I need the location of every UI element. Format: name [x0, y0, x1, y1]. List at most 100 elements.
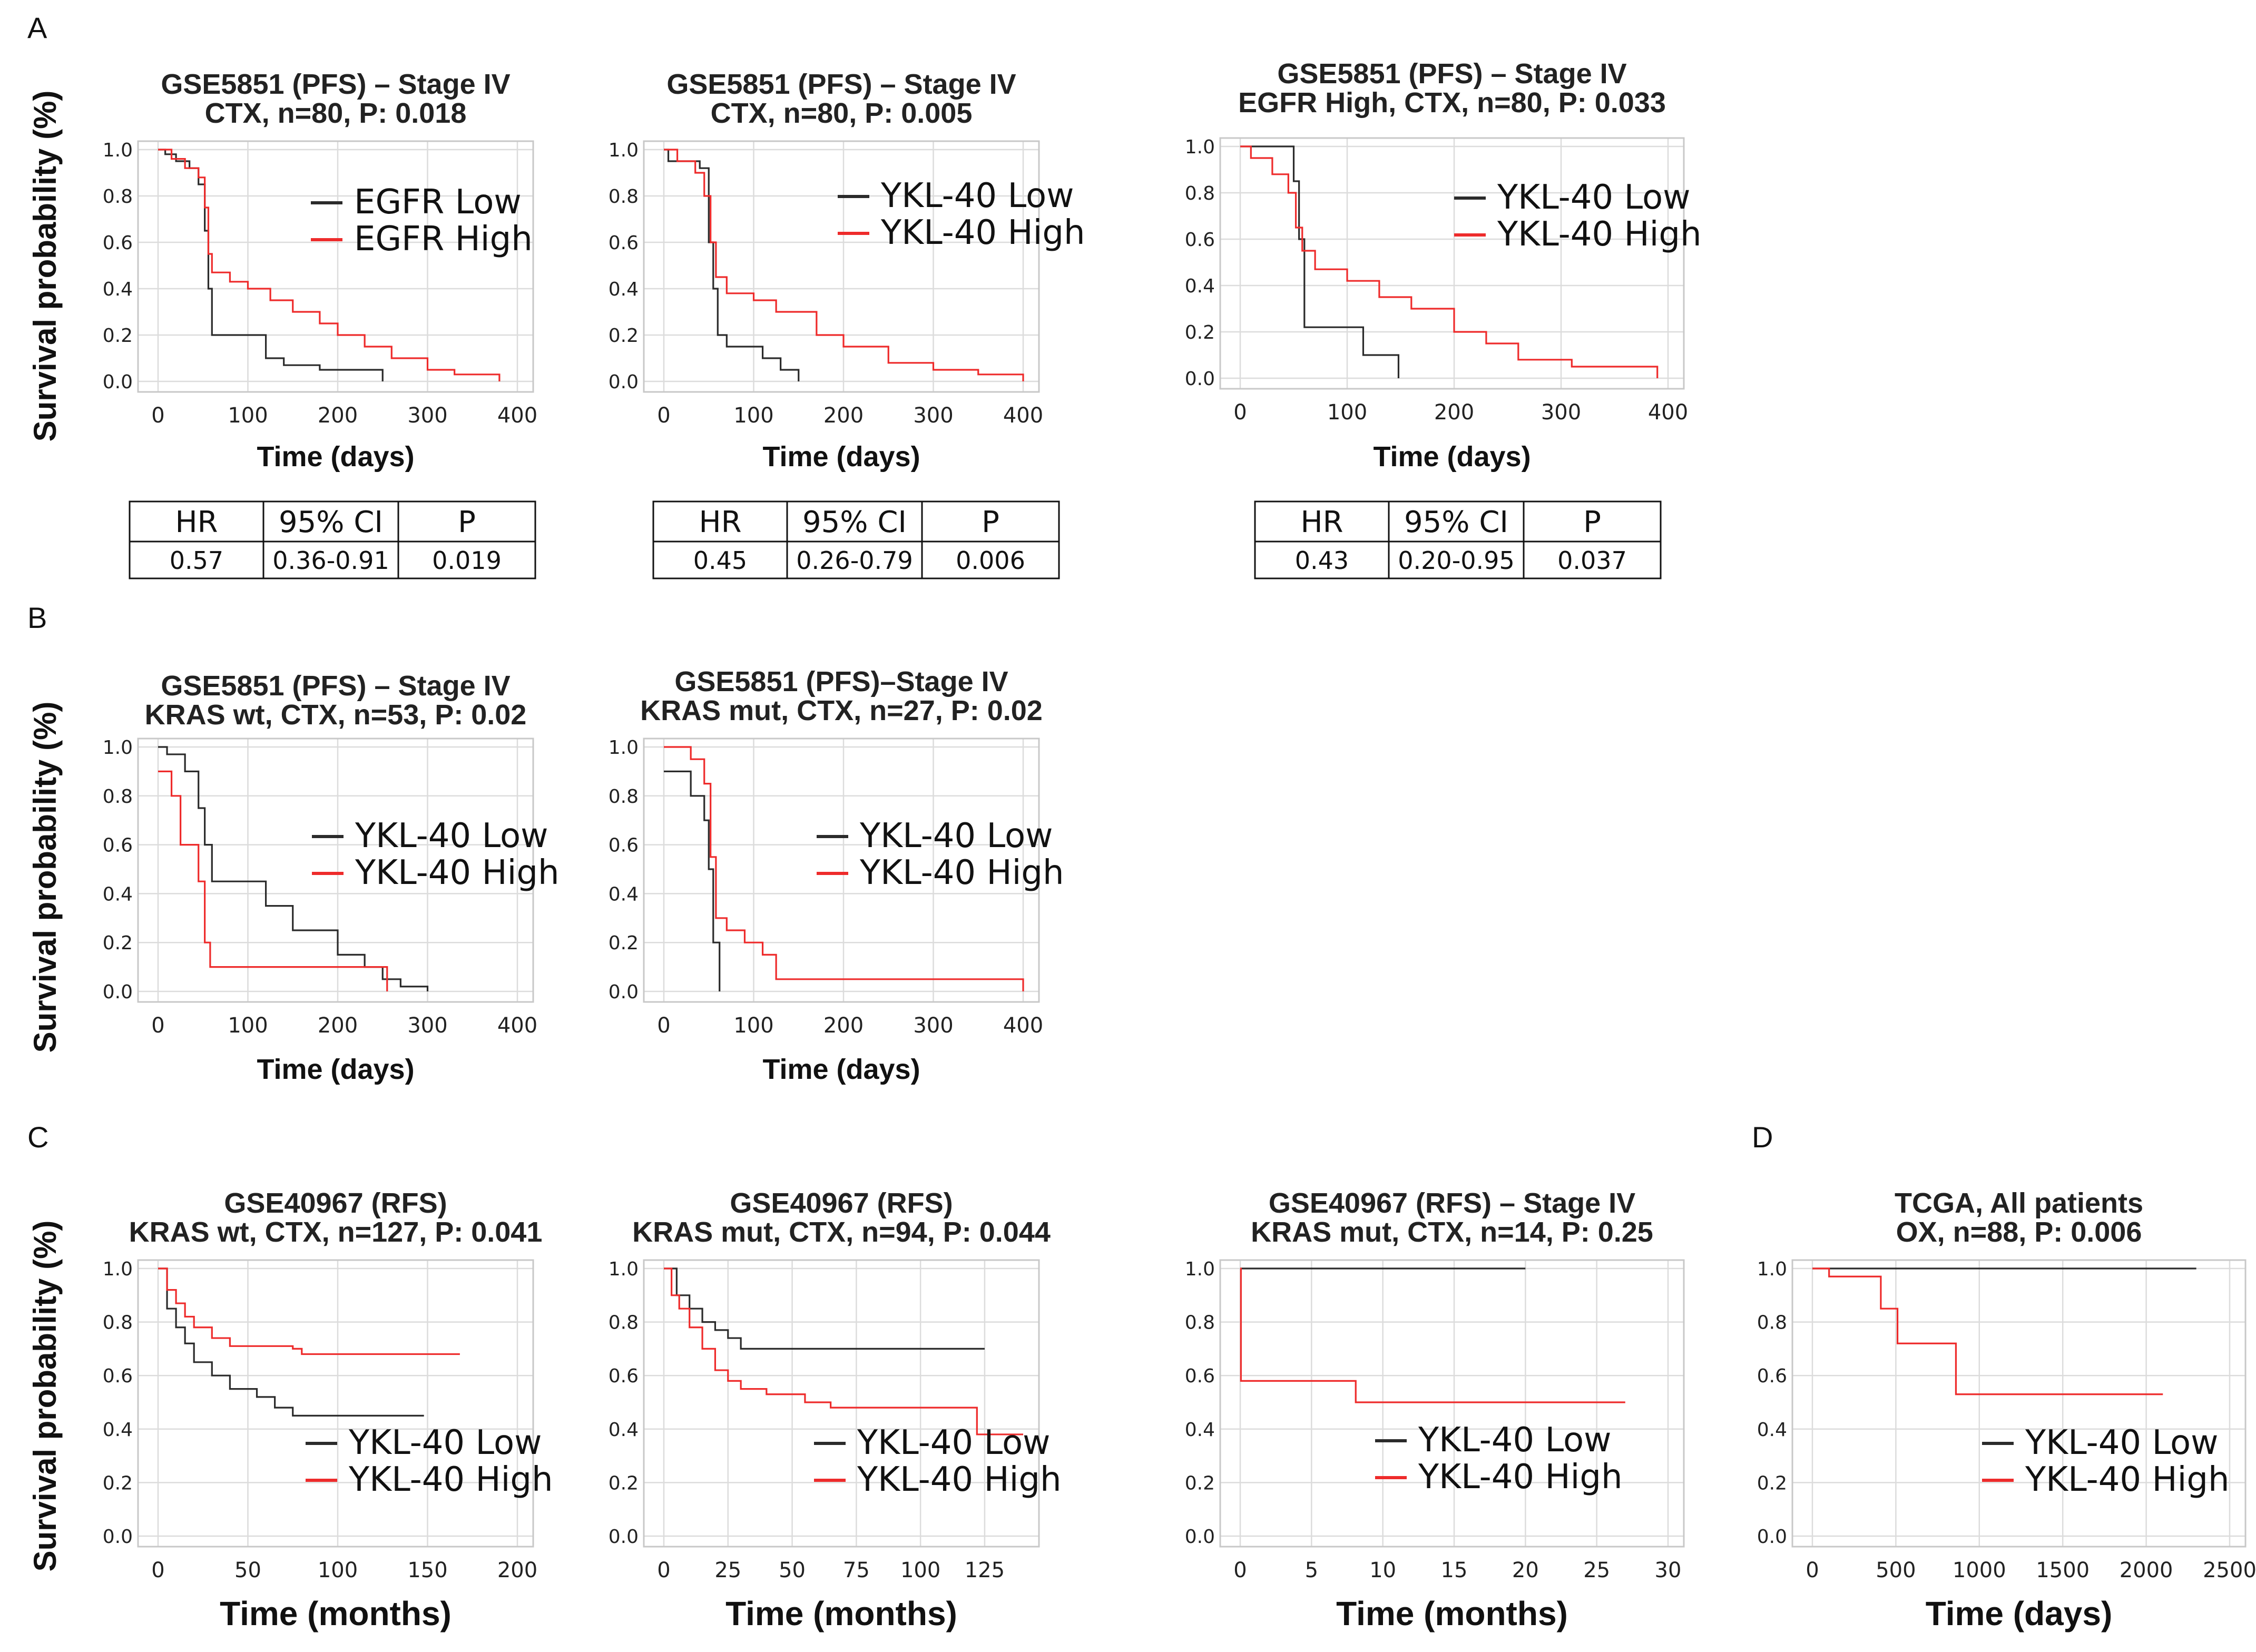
table-header-cell: HR	[699, 505, 741, 539]
plot-frame	[1219, 1259, 1685, 1548]
legend-label-low: YKL-40 Low	[2025, 1423, 2219, 1462]
y-tick-label: 1.0	[1757, 1258, 1787, 1280]
y-tick-label: 0.8	[1757, 1312, 1787, 1334]
y-tick-label: 1.0	[609, 1258, 639, 1280]
table-value-cell: 0.019	[432, 546, 502, 575]
x-tick-label: 1000	[1953, 1558, 2006, 1582]
chart-title-line-2: KRAS mut, CTX, n=27, P: 0.02	[640, 695, 1043, 726]
survival-curve-high	[1240, 145, 1659, 378]
chart-title-line-2: CTX, n=80, P: 0.018	[205, 97, 467, 129]
x-axis-label: Time (days)	[762, 1054, 920, 1085]
y-tick-label: 0.8	[1185, 1312, 1215, 1334]
table-value-cell: 0.43	[1295, 546, 1349, 575]
y-tick-label: 0.8	[103, 786, 133, 808]
x-tick-label: 1500	[2036, 1558, 2090, 1582]
y-tick-label: 0.6	[609, 232, 639, 254]
x-tick-label: 100	[733, 1014, 773, 1038]
legend-label-high: YKL-40 High	[859, 853, 1064, 892]
x-tick-label: 100	[228, 1014, 268, 1038]
x-tick-label: 25	[1583, 1558, 1610, 1582]
y-tick-label: 0.8	[103, 1312, 133, 1334]
x-tick-label: 0	[151, 404, 164, 428]
x-tick-label: 400	[497, 1014, 537, 1038]
x-tick-label: 0	[1806, 1558, 1819, 1582]
plot-frame	[643, 140, 1040, 393]
y-tick-label: 0.4	[609, 1419, 639, 1441]
chart-title-line-1: GSE40967 (RFS)	[730, 1187, 953, 1219]
legend-label-low: YKL-40 Low	[1418, 1421, 1612, 1460]
survival-curve-low	[158, 746, 429, 991]
x-tick-label: 200	[823, 404, 864, 428]
y-tick-label: 0.2	[103, 1472, 133, 1494]
chart-title-line-1: TCGA, All patients	[1895, 1187, 2143, 1219]
x-tick-label: 0	[657, 1014, 670, 1038]
x-tick-label: 0	[657, 404, 670, 428]
y-tick-label: 0.2	[1185, 322, 1215, 343]
x-tick-label: 125	[965, 1558, 1005, 1582]
y-tick-label: 0.4	[609, 279, 639, 300]
y-tick-label: 0.8	[609, 186, 639, 208]
panel-label-b: B	[27, 601, 47, 634]
x-tick-label: 400	[1648, 400, 1688, 425]
x-tick-label: 75	[843, 1558, 870, 1582]
x-tick-label: 10	[1369, 1558, 1396, 1582]
y-tick-label: 1.0	[1185, 1258, 1215, 1280]
y-tick-label: 0.0	[1185, 368, 1215, 390]
plot-frame	[643, 738, 1040, 1003]
legend-label-low: YKL-40 Low	[355, 817, 548, 856]
y-tick-label: 0.4	[103, 1419, 133, 1441]
x-tick-label: 0	[151, 1014, 164, 1038]
x-tick-label: 25	[714, 1558, 741, 1582]
survival-curve-high	[664, 746, 1024, 991]
table-border	[652, 500, 1060, 579]
survival-curve-high	[158, 770, 388, 991]
table-value-cell: 0.45	[693, 546, 747, 575]
x-axis-label: Time (months)	[725, 1595, 957, 1633]
table-header-cell: 95% CI	[802, 505, 907, 539]
legend-label-high: YKL-40 High	[2025, 1460, 2230, 1499]
chart-title-line-1: GSE5851 (PFS) – Stage IV	[161, 68, 510, 100]
table-border	[1254, 500, 1662, 579]
y-tick-label: 0.2	[103, 325, 133, 347]
plot-frame	[643, 1259, 1040, 1548]
y-tick-label: 0.0	[103, 371, 133, 393]
chart-title-line-2: KRAS mut, CTX, n=14, P: 0.25	[1251, 1216, 1653, 1248]
km-plot-c2: GSE40967 (RFS)KRAS mut, CTX, n=94, P: 0.…	[609, 1187, 1062, 1633]
x-tick-label: 0	[1233, 400, 1247, 425]
table-value-cell: 0.20-0.95	[1398, 546, 1514, 575]
x-tick-label: 200	[823, 1014, 864, 1038]
legend-label-high: YKL-40 High	[348, 1460, 553, 1499]
y-tick-label: 1.0	[103, 1258, 133, 1280]
x-axis-label: Time (days)	[1373, 441, 1531, 473]
chart-title-line-2: KRAS mut, CTX, n=94, P: 0.044	[632, 1216, 1051, 1248]
y-tick-label: 0.8	[609, 786, 639, 808]
x-tick-label: 300	[913, 404, 953, 428]
table-header-cell: HR	[1300, 505, 1343, 539]
survival-curve-low	[1240, 145, 1400, 378]
y-tick-label: 0.4	[103, 883, 133, 905]
hr-table-a1: HR 0.57 95% CI 0.36-0.91 P 0.019	[129, 500, 536, 579]
legend-label-low: YKL-40 Low	[348, 1423, 542, 1462]
panel-label-d: D	[1752, 1120, 1773, 1154]
table-value-cell: 0.006	[956, 546, 1025, 575]
survival-curve-high	[1812, 1267, 2163, 1395]
y-tick-label: 0.6	[103, 232, 133, 254]
x-axis-label: Time (days)	[257, 1054, 414, 1085]
chart-title-line-1: GSE40967 (RFS) – Stage IV	[1269, 1187, 1635, 1219]
y-axis-label-row-b: Survival probability (%)	[27, 702, 63, 1053]
survival-curve-high	[664, 149, 1024, 381]
chart-title-line-1: GSE5851 (PFS) – Stage IV	[161, 670, 510, 702]
table-header-cell: 95% CI	[1404, 505, 1508, 539]
legend-label-high: YKL-40 High	[1418, 1458, 1623, 1497]
y-tick-label: 0.2	[1757, 1472, 1787, 1494]
x-tick-label: 400	[497, 404, 537, 428]
y-tick-label: 0.0	[1185, 1526, 1215, 1548]
y-tick-label: 0.2	[609, 932, 639, 954]
table-value-cell: 0.36-0.91	[272, 546, 389, 575]
survival-curve-high	[1240, 1267, 1625, 1403]
plot-frame	[137, 1259, 534, 1548]
